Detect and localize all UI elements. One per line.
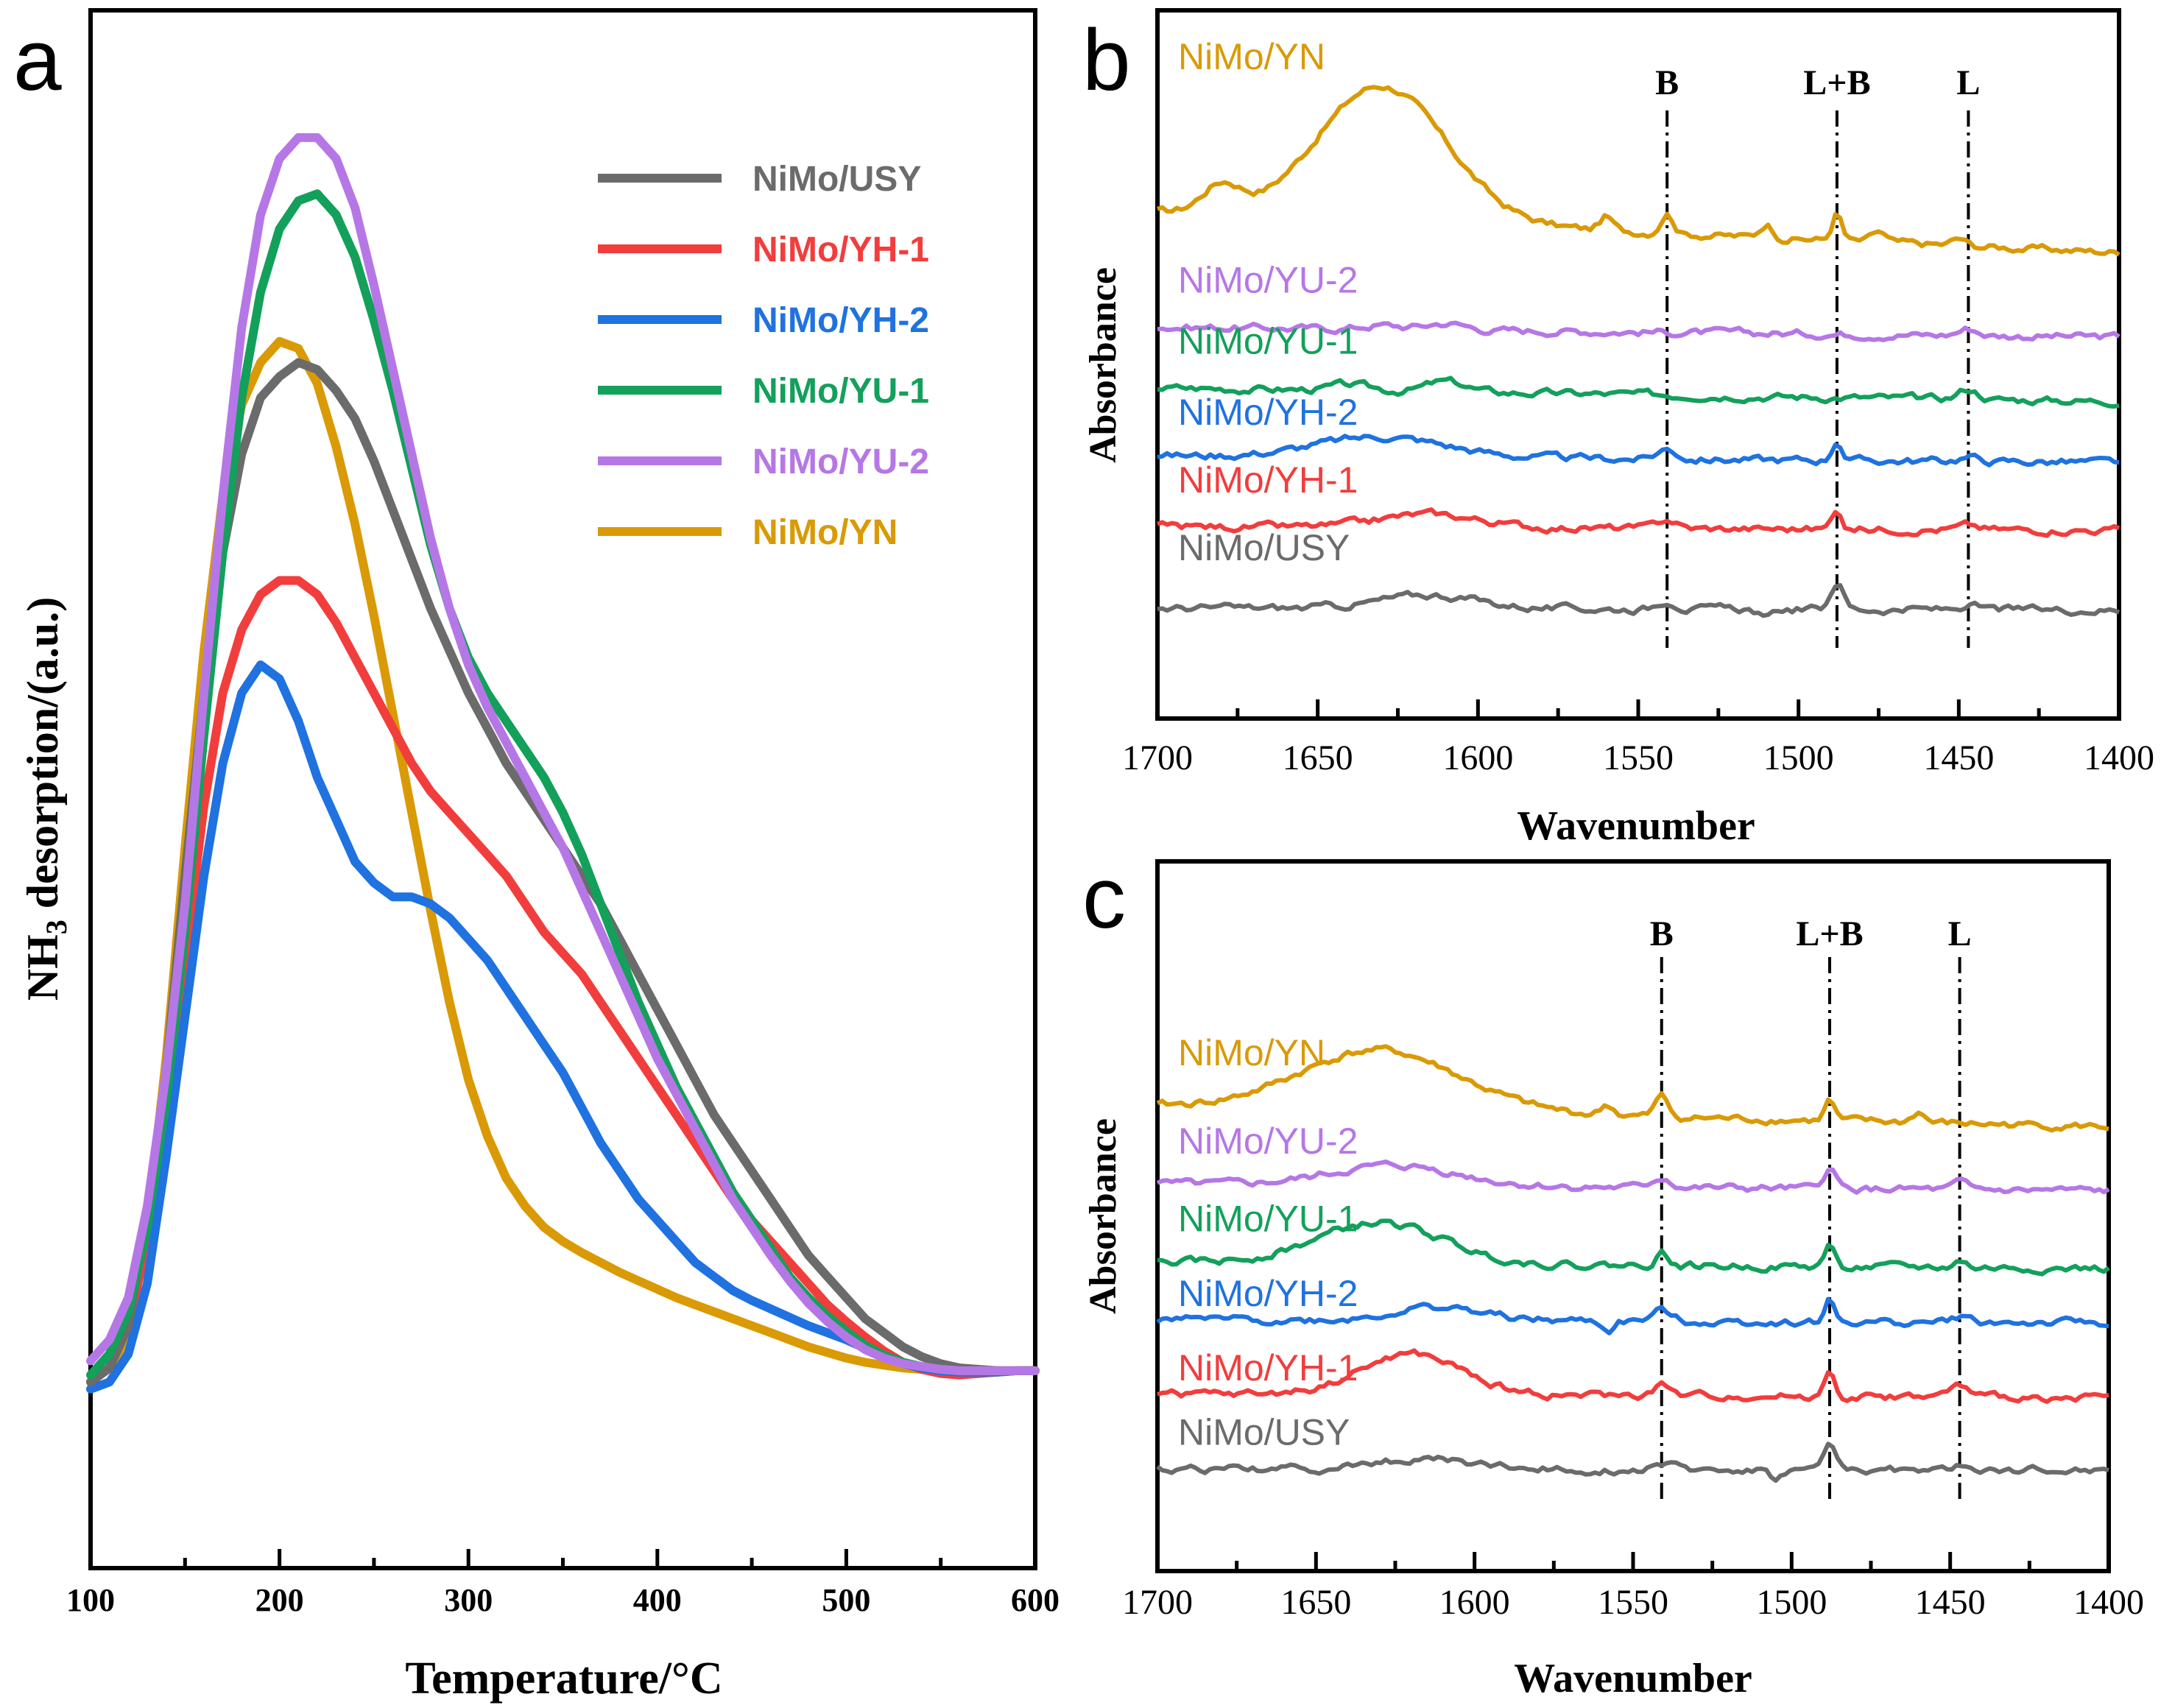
- a-tick-label: 100: [66, 1582, 115, 1618]
- b-tick-label: 1600: [1442, 738, 1513, 777]
- c-tick-label: 1650: [1280, 1583, 1351, 1622]
- panel-c-x-axis-label: Wavenumber: [1514, 1656, 1752, 1701]
- legend-label-nimo-usy: NiMo/USY: [752, 160, 921, 199]
- panel-c-peak-markers: B L+B L: [1650, 914, 1972, 1502]
- series-label-nimo-yn: NiMo/YN: [1178, 1032, 1325, 1073]
- series-label-nimo-yu-2: NiMo/YU-2: [1178, 260, 1358, 301]
- b-tick-label: 1400: [2084, 738, 2154, 777]
- peak-label-l: L: [1948, 914, 1972, 953]
- b-tick-label: 1650: [1283, 738, 1353, 777]
- series-label-nimo-yh-2: NiMo/YH-2: [1178, 1273, 1358, 1314]
- a-tick-label: 400: [633, 1582, 682, 1618]
- series-label-nimo-yu-1: NiMo/YU-1: [1178, 1199, 1358, 1240]
- series-line-nimo-yu-2: [1156, 1159, 2110, 1195]
- b-tick-label: 1450: [1923, 738, 1994, 777]
- series-line-nimo-yh-1: [1157, 1348, 2109, 1404]
- panel-a-legend: NiMo/USY NiMo/YH-1 NiMo/YH-2 NiMo/YU-1 NiMo/…: [598, 160, 929, 552]
- panel-c-letter: c: [1082, 850, 1126, 947]
- peak-label-b: B: [1650, 914, 1674, 953]
- panel-a-tpd-chart: a 100 200 300 400 500 600 NiMo/USYNiMo/YH-1Ni…: [13, 8, 1060, 1704]
- c-tick-label: 1500: [1756, 1583, 1827, 1622]
- c-tick-label: 1700: [1122, 1583, 1193, 1622]
- c-tick-label: 1550: [1598, 1583, 1668, 1622]
- a-tick-label: 500: [822, 1582, 870, 1618]
- series-label-nimo-yh-1: NiMo/YH-1: [1178, 459, 1358, 501]
- c-tick-label: 1450: [1915, 1583, 1986, 1622]
- series-line-nimo-yu-1: [1157, 1218, 2110, 1277]
- series-line-nimo-yn: [86, 336, 1040, 1387]
- b-tick-label: 1700: [1122, 738, 1193, 777]
- series-label-nimo-usy: NiMo/USY: [1178, 1411, 1350, 1453]
- panel-a-y-axis-label: NH3 desorption/(a.u.): [18, 597, 73, 1001]
- series-label-nimo-yh-1: NiMo/YH-1: [1178, 1347, 1358, 1388]
- series-line-nimo-yh-2: [1156, 1296, 2109, 1335]
- panel-b-y-axis-label: Absorbance: [1082, 267, 1124, 463]
- series-label-nimo-yu-2: NiMo/YU-2: [1178, 1121, 1358, 1162]
- series-label-nimo-yh-2: NiMo/YH-2: [1178, 392, 1358, 433]
- panel-c-ir-chart: c 1700 1650 1600 1550 1500 1450 1400 B L+B L NiM…: [1082, 850, 2144, 1701]
- panel-b-letter: b: [1082, 12, 1131, 109]
- panel-c-series: NiMo/YN NiMo/YU-2 NiMo/YU-1 NiMo/YH-2 NiMo/Y…: [1156, 1032, 2110, 1483]
- panel-a-series: [86, 133, 1040, 1394]
- c-tick-label: 1600: [1439, 1583, 1510, 1622]
- panel-b-ir-chart: b 1700 1650 1600 1550 1500 1450 1400 B L+B L NiM…: [1082, 8, 2154, 849]
- panel-b-x-ticks: 1700 1650 1600 1550 1500 1450 1400: [1122, 699, 2154, 777]
- peak-label-l-b: L+B: [1803, 63, 1870, 102]
- series-line-nimo-yh-1: [1156, 507, 2121, 538]
- series-label-nimo-yn: NiMo/YN: [1178, 36, 1325, 77]
- panel-b-x-axis-label: Wavenumber: [1517, 803, 1755, 849]
- a-tick-label: 300: [444, 1582, 493, 1618]
- panel-a-letter: a: [13, 12, 62, 109]
- panel-c-x-ticks: 1700 1650 1600 1550 1500 1450 1400: [1122, 1552, 2144, 1622]
- series-line-nimo-yh-2: [86, 660, 1040, 1394]
- b-tick-label: 1500: [1763, 738, 1834, 777]
- series-line-nimo-usy: [1156, 1441, 2109, 1483]
- legend-label-nimo-yu-2: NiMo/YU-2: [752, 442, 929, 481]
- series-label-nimo-usy: NiMo/USY: [1178, 527, 1350, 568]
- series-line-nimo-yu-1: [1157, 375, 2120, 409]
- series-line-nimo-usy: [1157, 583, 2121, 618]
- legend-label-nimo-yu-1: NiMo/YU-1: [752, 372, 929, 411]
- peak-label-l: L: [1956, 63, 1980, 102]
- series-line-nimo-yh-1: [86, 576, 1040, 1387]
- legend-label-nimo-yn: NiMo/YN: [752, 513, 898, 552]
- series-line-nimo-yu-2: [1157, 320, 2121, 342]
- panel-a-x-axis-label: Temperature/°C: [405, 1654, 722, 1704]
- a-tick-label: 200: [255, 1582, 304, 1618]
- panel-b-series: NiMo/YN NiMo/YU-2 NiMo/YU-1 NiMo/YH-2 NiMo/Y…: [1156, 36, 2121, 618]
- series-line-nimo-yu-2: [86, 133, 1040, 1375]
- series-line-nimo-yu-1: [86, 189, 1040, 1380]
- series-line-nimo-yn: [1156, 1044, 2109, 1133]
- panel-a-x-ticks: 100 200 300 400 500 600: [66, 1549, 1060, 1618]
- a-tick-label: 600: [1011, 1582, 1060, 1618]
- series-label-nimo-yu-1: NiMo/YU-1: [1178, 320, 1358, 361]
- legend-label-nimo-yh-1: NiMo/YH-1: [752, 230, 929, 269]
- peak-label-l-b: L+B: [1796, 914, 1863, 953]
- c-tick-label: 1400: [2073, 1583, 2144, 1622]
- panel-c-y-axis-label: Absorbance: [1082, 1118, 1124, 1314]
- series-line-nimo-yh-2: [1157, 434, 2120, 467]
- legend-label-nimo-yh-2: NiMo/YH-2: [752, 301, 929, 340]
- series-line-nimo-yn: [1157, 85, 2121, 257]
- panel-b-peak-markers: B L+B L: [1655, 63, 1980, 648]
- b-tick-label: 1550: [1603, 738, 1674, 777]
- peak-label-b: B: [1655, 63, 1679, 102]
